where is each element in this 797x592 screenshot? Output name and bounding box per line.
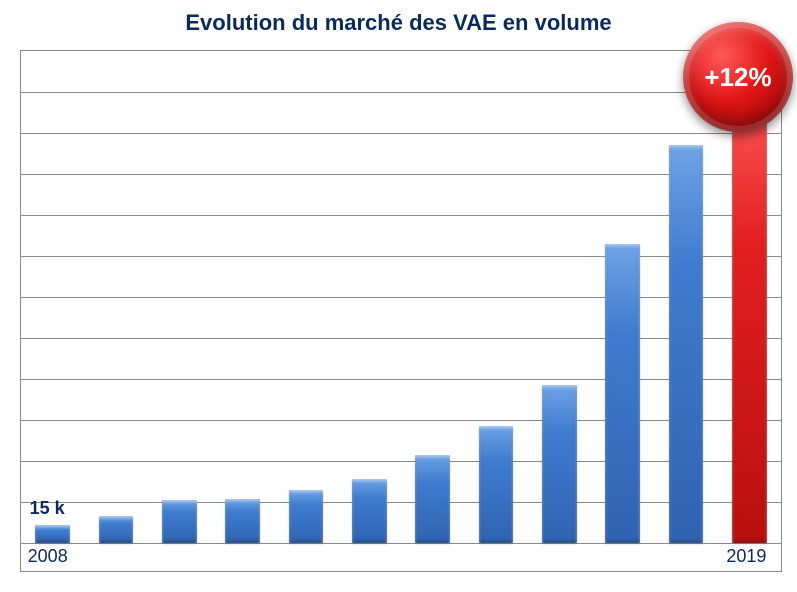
bar [21,51,84,543]
x-axis-first-label: 2008 [28,546,68,567]
x-axis-last-label: 2019 [726,546,766,567]
bar-series [415,455,450,543]
chart-plot-area [20,50,782,572]
bar [654,51,717,543]
bar-series [352,479,387,543]
bar-series [669,145,704,543]
growth-badge: +12% [683,22,793,132]
bar [148,51,211,543]
bar-series [162,500,197,543]
bar [211,51,274,543]
baseline [21,543,781,544]
bar [401,51,464,543]
bar [464,51,527,543]
growth-badge-text: +12% [704,62,771,93]
bar [274,51,337,543]
bar-series [542,385,577,543]
bar [84,51,147,543]
bar-series [479,426,514,543]
bar-series [35,525,70,543]
bar-series [99,516,134,543]
bar-series [225,499,260,544]
bar-series [605,244,640,543]
bar-highlight [732,86,767,543]
bar-series [289,490,324,543]
first-bar-value-label: 15 k [30,498,65,519]
chart-bars [21,51,781,543]
bar [338,51,401,543]
bar [591,51,654,543]
chart-title: Evolution du marché des VAE en volume [0,10,797,36]
bar [528,51,591,543]
